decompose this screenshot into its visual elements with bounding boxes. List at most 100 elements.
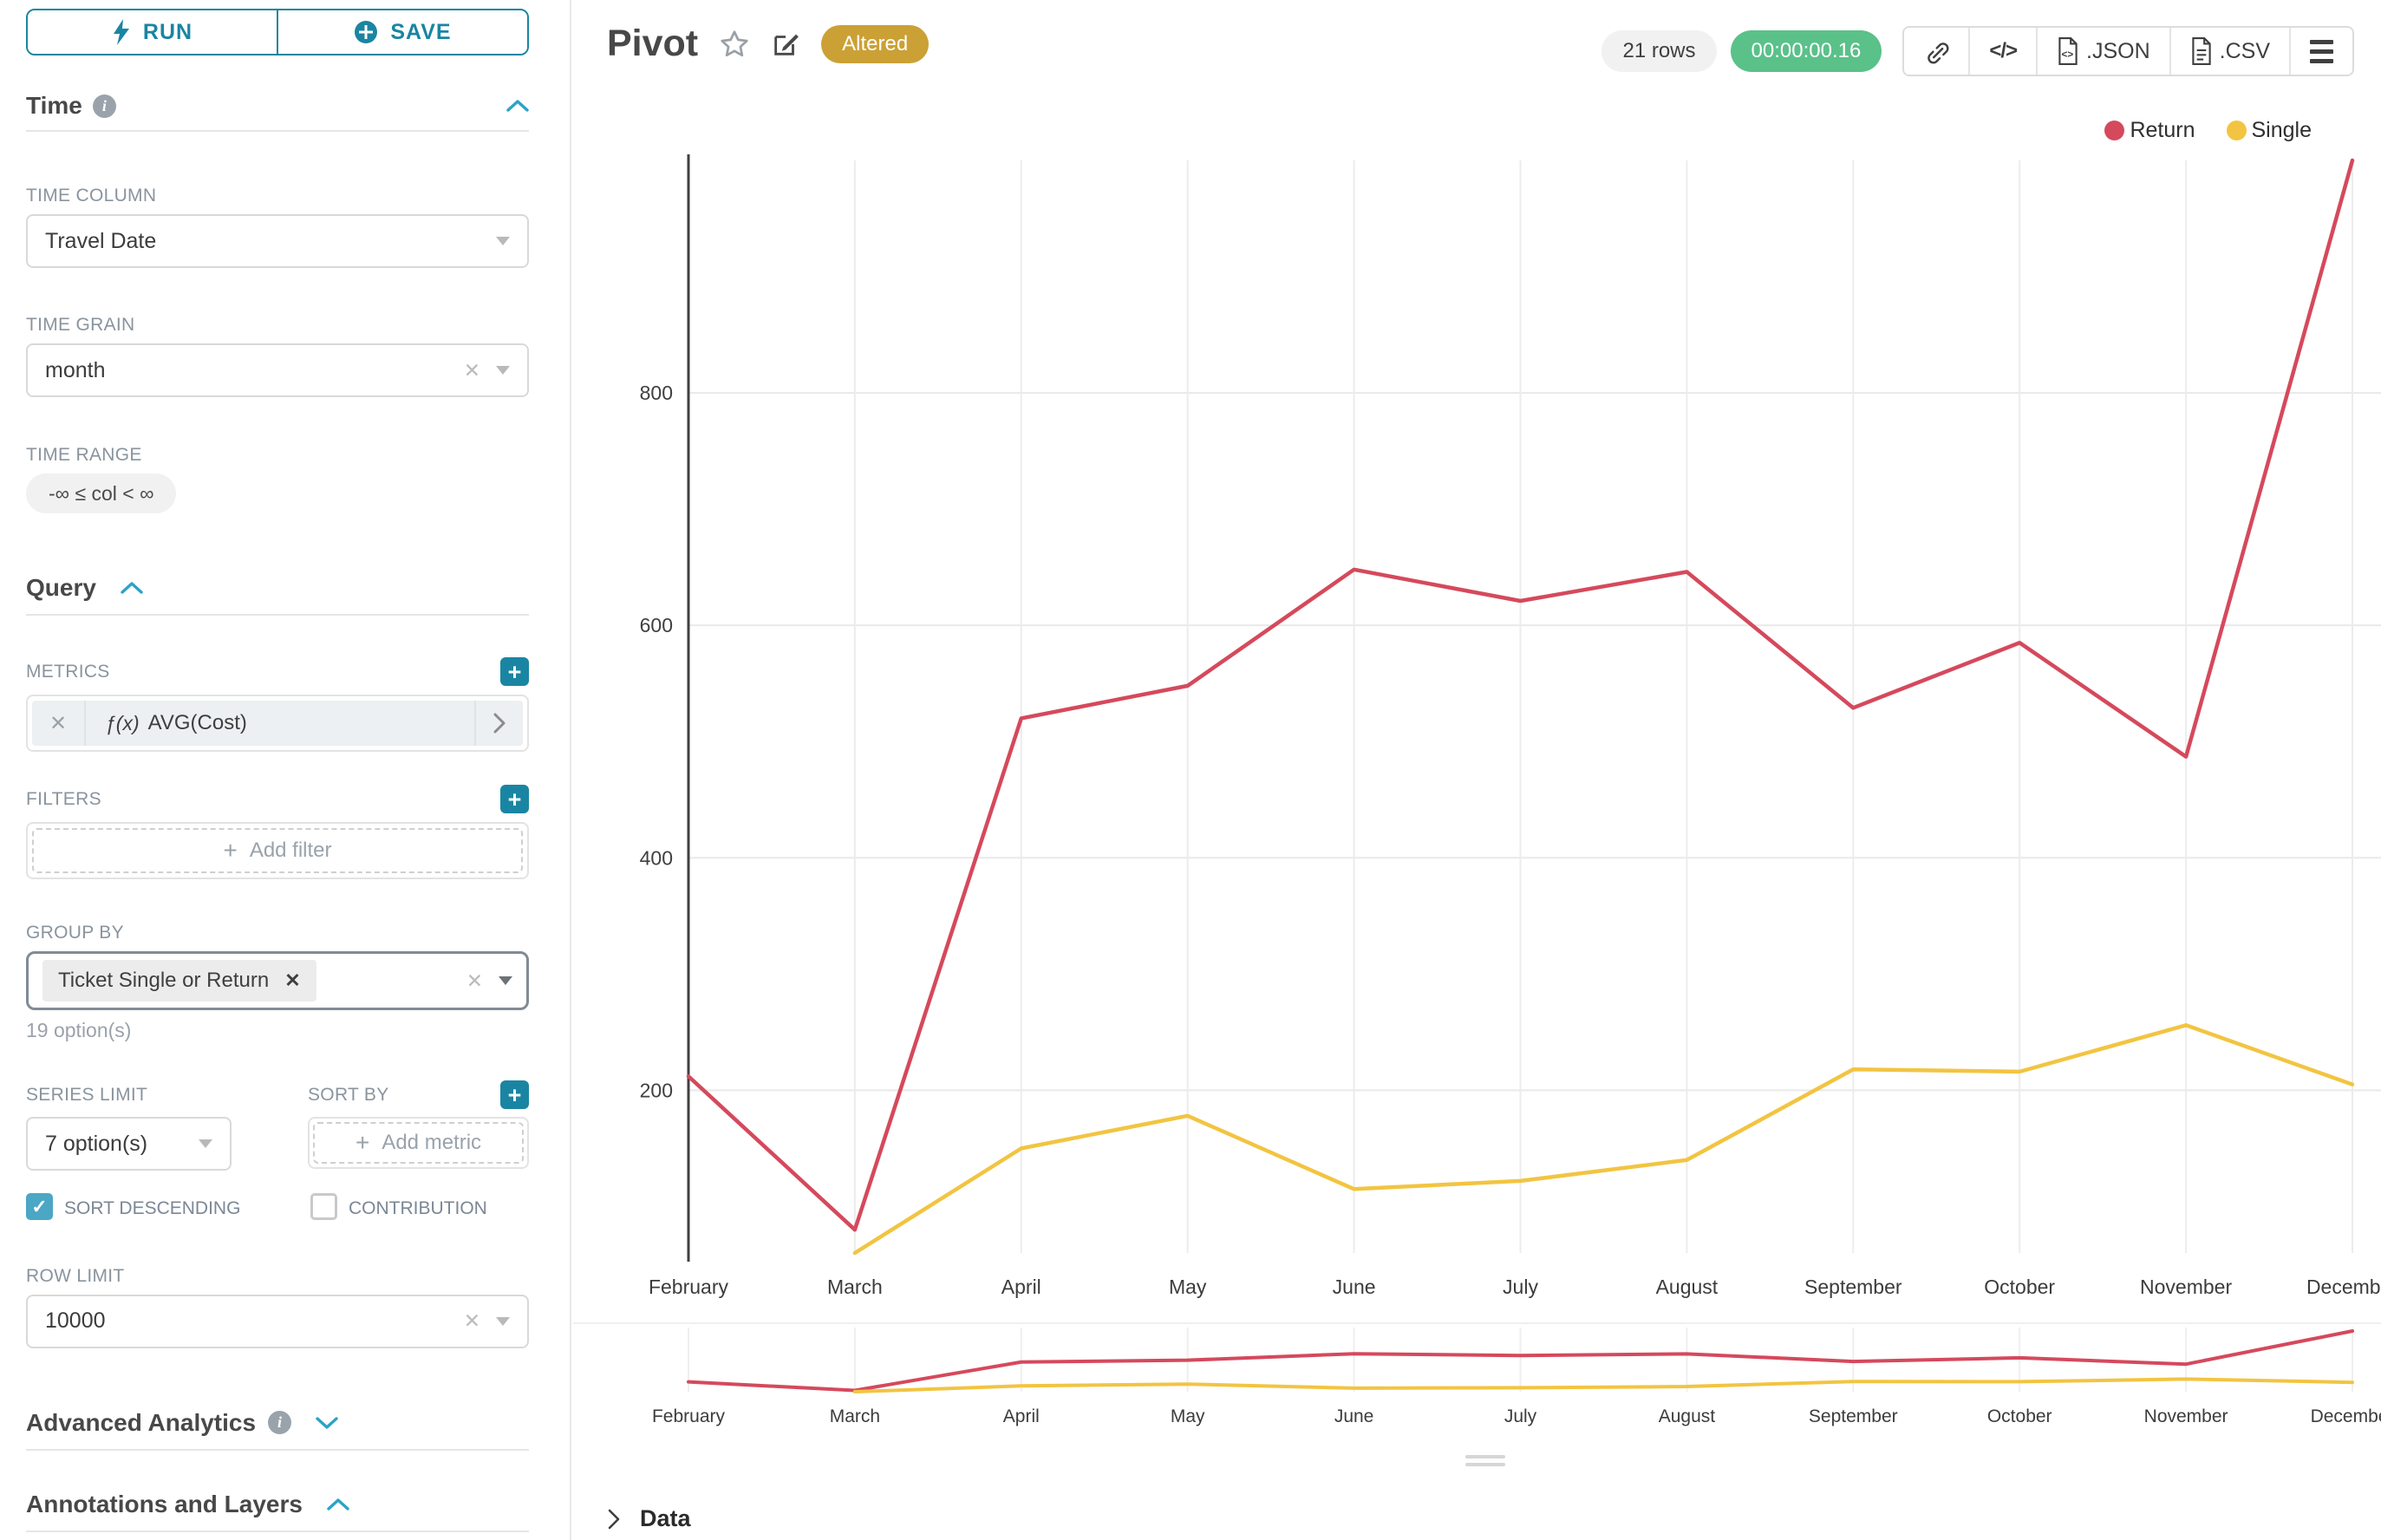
run-save-button-group: RUN SAVE [26, 9, 529, 55]
y-tick-label: 600 [640, 614, 673, 636]
row-limit-select[interactable]: 10000 ✕ [26, 1294, 529, 1348]
minimap-x-label: May [1171, 1406, 1205, 1426]
file-json-icon: <> [2058, 37, 2078, 65]
x-tick-label: April [1001, 1276, 1041, 1298]
add-filter-dropzone[interactable]: + Add filter [32, 828, 523, 873]
sort-descending-label: SORT DESCENDING [64, 1198, 241, 1218]
add-metric-button[interactable]: + [500, 657, 529, 686]
chevron-right-icon [608, 1509, 620, 1529]
chevron-right-icon [493, 713, 506, 734]
minimap-x-label: February [652, 1406, 726, 1426]
fx-icon: ƒ(x) [105, 711, 140, 734]
minimap-line-return [687, 1329, 2354, 1393]
link-icon [1928, 42, 1949, 64]
add-metric-label: Add metric [382, 1131, 482, 1154]
minimap-x-label: October [1987, 1406, 2052, 1426]
export-json-button[interactable]: <> .JSON [2038, 28, 2171, 75]
minimap-x-label: April [1003, 1406, 1040, 1426]
chevron-down-icon [496, 366, 510, 375]
star-icon[interactable] [719, 29, 750, 60]
group-by-tag-label: Ticket Single or Return [58, 969, 270, 992]
data-panel-label: Data [640, 1505, 691, 1531]
advanced-analytics-header[interactable]: Advanced Analytics i [26, 1409, 529, 1451]
remove-tag-icon[interactable]: ✕ [284, 969, 301, 991]
time-column-select[interactable]: Travel Date [26, 214, 529, 268]
svg-text:<>: <> [2062, 49, 2074, 60]
add-filter-button[interactable]: + [500, 785, 529, 813]
legend-item-return[interactable]: Return [2104, 118, 2195, 143]
annotations-title: Annotations and Layers [26, 1490, 303, 1517]
group-by-label: GROUP BY [26, 923, 124, 943]
info-icon: i [268, 1411, 292, 1435]
clear-icon[interactable]: ✕ [466, 969, 483, 992]
add-sort-metric-button[interactable]: + [500, 1080, 529, 1109]
hamburger-icon [2310, 39, 2333, 63]
chevron-down-icon [499, 976, 512, 985]
export-csv-button[interactable]: .CSV [2170, 28, 2291, 75]
time-grain-label: TIME GRAIN [26, 315, 135, 335]
time-grain-value: month [45, 357, 106, 382]
time-grain-select[interactable]: month ✕ [26, 343, 529, 397]
time-section-header[interactable]: Time i [26, 92, 529, 132]
page-title: Pivot [607, 23, 699, 64]
chevron-down-icon [496, 237, 510, 245]
minimap-line-single [852, 1377, 2354, 1393]
x-tick-label: August [1656, 1276, 1719, 1298]
series-limit-select[interactable]: 7 option(s) [26, 1117, 232, 1171]
x-tick-label: September [1804, 1276, 1902, 1298]
contribution-checkbox[interactable] [310, 1193, 337, 1220]
annotations-header[interactable]: Annotations and Layers [26, 1491, 529, 1532]
share-link-button[interactable] [1904, 28, 1971, 75]
run-button-label: RUN [142, 19, 193, 44]
sort-descending-option: ✓ SORT DESCENDING [26, 1193, 243, 1224]
filters-container: + Add filter [26, 822, 529, 879]
run-button[interactable]: RUN [28, 10, 278, 54]
remove-metric-icon[interactable]: ✕ [32, 701, 86, 746]
sort-descending-checkbox[interactable]: ✓ [26, 1193, 53, 1220]
more-options-button[interactable] [2291, 28, 2352, 75]
metric-expand-arrow[interactable] [474, 701, 523, 746]
clear-icon[interactable]: ✕ [463, 1309, 480, 1333]
lightning-icon [113, 19, 129, 45]
filters-label: FILTERS [26, 788, 101, 809]
row-limit-label: ROW LIMIT [26, 1265, 125, 1286]
embed-code-button[interactable]: </> [1970, 28, 2039, 75]
export-toolbar: </> <> .JSON [1902, 26, 2354, 76]
time-range-pill[interactable]: -∞ ≤ col < ∞ [26, 473, 177, 513]
metric-pill[interactable]: ✕ ƒ(x) AVG(Cost) [32, 701, 523, 746]
minimap-x-label: July [1504, 1406, 1537, 1426]
x-tick-label: November [2140, 1276, 2232, 1298]
legend-dot-return [2104, 121, 2125, 140]
code-icon: </> [1989, 39, 2018, 62]
line-chart[interactable]: 200 400 600 800 February March April May June Jul… [573, 113, 2381, 1491]
clear-icon[interactable]: ✕ [463, 358, 480, 382]
save-button[interactable]: SAVE [278, 10, 527, 54]
add-sort-metric-dropzone[interactable]: + Add metric [313, 1122, 524, 1164]
plus-circle-icon [355, 21, 378, 43]
chart-panel: Pivot Altered 21 rows 00:00:00.16 [573, 0, 2381, 1540]
minimap-x-label: August [1659, 1406, 1716, 1426]
chevron-down-icon [496, 1316, 510, 1326]
chevron-up-icon[interactable] [121, 582, 143, 594]
chart-line-return[interactable] [686, 158, 2355, 1232]
data-panel-header[interactable]: Data [607, 1505, 691, 1532]
query-section-title: Query [26, 574, 96, 601]
group-by-select[interactable]: Ticket Single or Return ✕ ✕ [26, 951, 529, 1010]
time-column-value: Travel Date [45, 228, 157, 253]
chevron-down-icon[interactable] [316, 1416, 338, 1429]
chart-line-single[interactable] [852, 1023, 2355, 1256]
legend-item-single[interactable]: Single [2226, 118, 2312, 143]
x-tick-label: May [1169, 1276, 1207, 1298]
y-tick-label: 800 [640, 382, 673, 404]
panel-resize-handle[interactable] [1465, 1455, 1505, 1471]
add-filter-label: Add filter [249, 839, 332, 862]
edit-pencil-icon[interactable] [771, 29, 800, 59]
metrics-label: METRICS [26, 661, 110, 682]
altered-badge[interactable]: Altered [821, 24, 930, 63]
export-json-label: .JSON [2086, 38, 2150, 63]
chevron-up-icon[interactable] [327, 1498, 349, 1511]
chevron-up-icon[interactable] [506, 100, 529, 112]
query-section-header[interactable]: Query [26, 574, 529, 616]
x-tick-label: July [1503, 1276, 1538, 1298]
